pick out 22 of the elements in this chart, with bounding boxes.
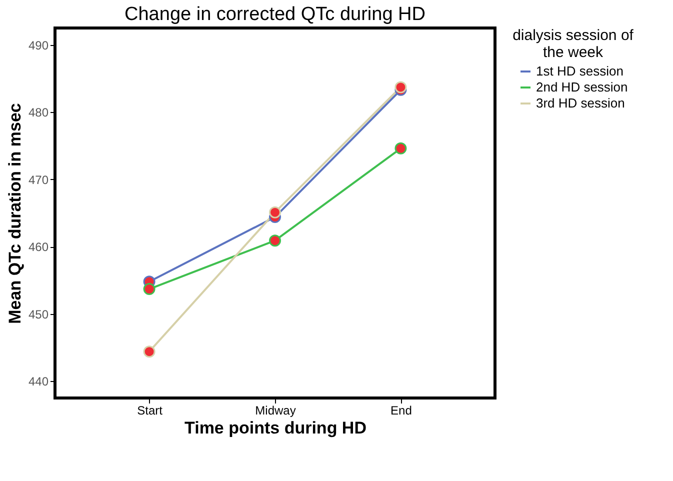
point [269, 206, 281, 218]
y-tick-label: 460 [28, 240, 49, 254]
y-tick-label: 440 [28, 374, 49, 389]
y-tick-label: 490 [28, 38, 49, 52]
x-tick-label: End [390, 404, 412, 418]
point [394, 81, 407, 94]
chart-title: Change in corrected QTc during HD [124, 4, 426, 25]
y-tick-label: 480 [28, 106, 49, 120]
point [143, 283, 156, 295]
x-axis-title: Time points during HD [184, 418, 366, 438]
point [269, 234, 281, 247]
point [394, 142, 407, 154]
point [143, 346, 156, 358]
y-tick-label: 450 [28, 307, 49, 322]
x-tick-label: Midway [255, 404, 296, 418]
y-axis-title: Mean QTc duration in msec [5, 103, 24, 324]
x-tick-label: Start [137, 404, 164, 418]
legend-title: dialysis session of the week [512, 27, 634, 61]
legend-label: 2nd HD session [536, 80, 628, 94]
legend-label: 1st HD session [536, 64, 624, 78]
legend-label: 3rd HD session [536, 96, 625, 110]
y-tick-label: 470 [28, 172, 49, 187]
